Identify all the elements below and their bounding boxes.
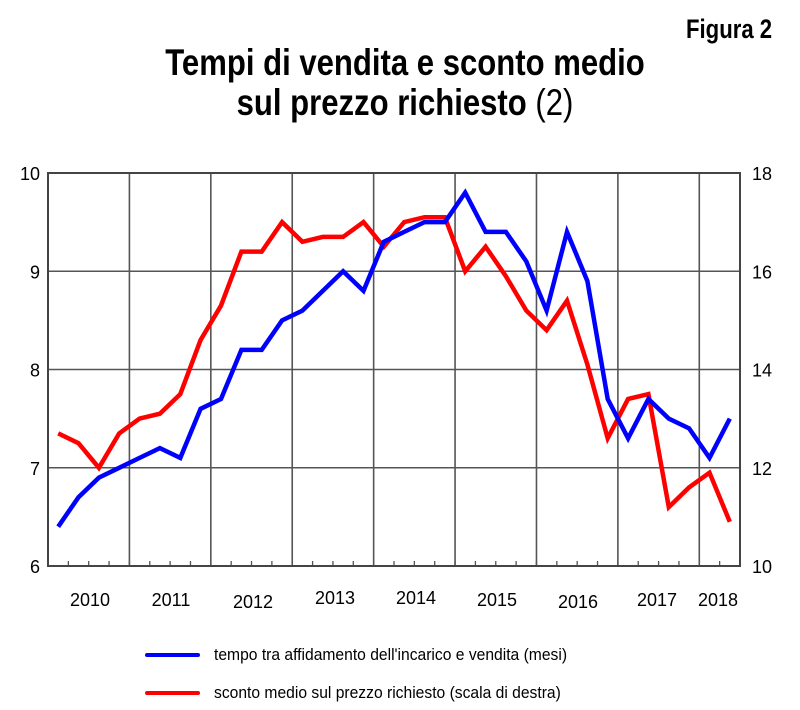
- legend-item-tempo: tempo tra affidamento dell'incarico e ve…: [145, 645, 598, 665]
- series-line-tempo: [56, 188, 732, 528]
- y-left-tick-label: 9: [30, 262, 40, 282]
- y-right-tick-label: 12: [752, 459, 772, 479]
- plot-frame: [47, 172, 741, 567]
- x-year-label: 2017: [637, 590, 677, 610]
- chart-grid: [48, 173, 740, 566]
- chart-title-line1: Tempi di vendita e sconto medio: [65, 42, 745, 84]
- legend-swatch-red: [145, 691, 200, 695]
- x-year-label: 2013: [315, 588, 355, 608]
- x-year-label: 2010: [70, 590, 110, 610]
- title-text-1: Tempi di vendita e sconto medio: [165, 42, 645, 83]
- x-year-label: 2015: [477, 590, 517, 610]
- y-left-tick-label: 8: [30, 361, 40, 381]
- legend-swatch-blue: [145, 653, 200, 657]
- x-year-label: 2011: [152, 590, 191, 610]
- legend-item-sconto: sconto medio sul prezzo richiesto (scala…: [145, 683, 591, 703]
- chart-axes: [47, 172, 741, 567]
- chart-title-line2: sul prezzo richiesto (2): [65, 82, 745, 124]
- line-chart: 6 7 8 9 10 10 12 14 16 18 2010 2011 2012 2013 2014 2015…: [20, 164, 772, 612]
- x-year-label: 2018: [698, 590, 738, 610]
- y-left-tick-label: 6: [30, 557, 40, 577]
- y-right-tick-label: 16: [752, 262, 772, 282]
- legend-label: sconto medio sul prezzo richiesto (scala…: [214, 683, 561, 702]
- x-year-label: 2012: [233, 592, 273, 612]
- x-year-label: 2016: [558, 592, 598, 612]
- x-year-label: 2014: [396, 588, 436, 608]
- title-text-2: sul prezzo richiesto: [236, 82, 527, 123]
- title-footnote-ref: (2): [535, 82, 574, 123]
- figure-label: Figura 2: [686, 14, 773, 44]
- y-left-tick-label: 10: [20, 164, 40, 184]
- chart-series: [56, 188, 732, 528]
- chart-axis-labels: 6 7 8 9 10 10 12 14 16 18 2010 2011 2012 2013 2014 2015…: [20, 164, 772, 612]
- legend-label: tempo tra affidamento dell'incarico e ve…: [214, 645, 568, 664]
- y-right-tick-label: 10: [752, 557, 772, 577]
- y-right-tick-label: 14: [752, 361, 772, 381]
- y-right-tick-label: 18: [752, 164, 772, 184]
- y-left-tick-label: 7: [30, 459, 40, 479]
